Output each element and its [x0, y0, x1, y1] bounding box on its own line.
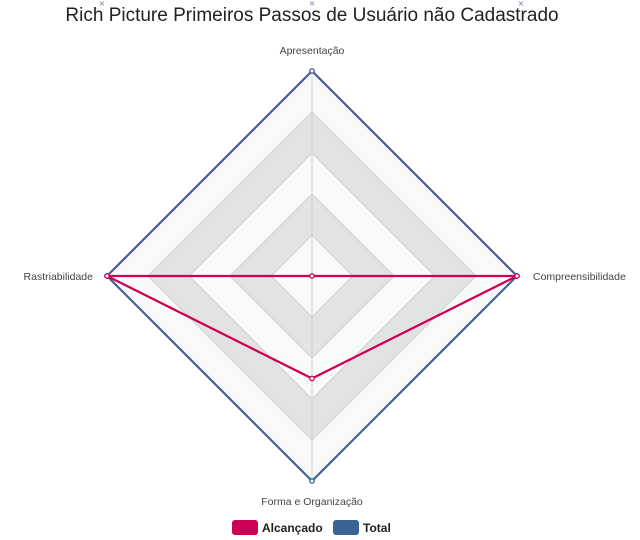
axis-label-1: Apresentação	[280, 45, 345, 57]
series-2-edge-3	[105, 274, 314, 483]
series-2-edge-4	[105, 69, 314, 278]
chart-legend[interactable]: Alcançado Total	[232, 520, 391, 535]
series-1	[104, 273, 520, 382]
series-2-point-3[interactable]	[309, 478, 315, 484]
legend-item-1[interactable]: Alcançado	[232, 520, 323, 535]
axis-label-3: Forma e Organização	[261, 496, 363, 508]
series-1-edge-2	[310, 274, 519, 380]
chart-title: Rich Picture Primeiros Passos de Usuário…	[65, 5, 558, 26]
legend-swatch-1	[232, 520, 258, 535]
legend-label-2: Total	[363, 521, 391, 535]
series-1-point-3[interactable]	[309, 375, 315, 382]
series-1-point-4[interactable]	[104, 273, 110, 279]
legend-label-1: Alcançado	[262, 521, 323, 535]
series-1-edge-3	[105, 274, 314, 380]
legend-item-2[interactable]: Total	[333, 520, 391, 535]
radar-axis-labels: Apresentação Compreensibilidade Forma e Or…	[24, 45, 626, 508]
radar-series	[104, 68, 520, 484]
axis-label-4: Rastriabilidade	[24, 271, 94, 283]
corner-marker-center: ×	[309, 0, 316, 8]
corner-marker-left: ×	[99, 0, 106, 8]
axis-label-2: Compreensibilidade	[533, 271, 626, 283]
series-1-point-2[interactable]	[514, 273, 520, 279]
series-2-point-1[interactable]	[309, 68, 315, 74]
legend-swatch-2	[333, 520, 359, 535]
series-2	[104, 68, 520, 484]
series-2-edge-1	[310, 69, 519, 278]
corner-marker-right: ×	[518, 0, 525, 8]
series-1-point-1[interactable]	[309, 273, 315, 279]
series-2-edge-2	[310, 274, 519, 483]
